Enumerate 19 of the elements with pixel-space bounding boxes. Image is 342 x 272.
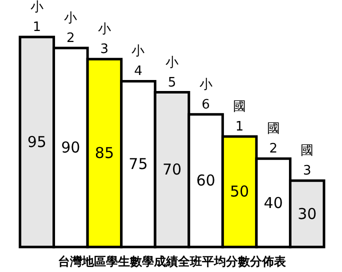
x-tick-label: 小6: [199, 77, 212, 112]
x-tick-label: 小5: [166, 55, 178, 90]
x-tick-label: 小2: [64, 11, 78, 46]
data-label: 95: [27, 133, 46, 151]
text: 台灣地區學生數學成績全班平均分數分佈表: [58, 254, 287, 268]
x-tick-label: 小1: [30, 0, 44, 35]
x-tick-label: 國2: [266, 122, 280, 157]
data-label: 60: [196, 172, 216, 190]
data-label: 40: [264, 194, 283, 212]
x-tick-label: 小4: [132, 44, 145, 80]
x-tick-label: 國1: [233, 99, 246, 134]
data-label: 85: [94, 144, 114, 162]
x-tick-label: 國3: [300, 144, 314, 179]
data-label: 50: [230, 182, 250, 201]
data-label: 90: [61, 138, 80, 157]
data-label: 30: [298, 204, 317, 223]
data-label: 75: [128, 155, 148, 174]
x-tick-label: 小3: [98, 22, 111, 58]
data-label: 70: [162, 160, 182, 179]
